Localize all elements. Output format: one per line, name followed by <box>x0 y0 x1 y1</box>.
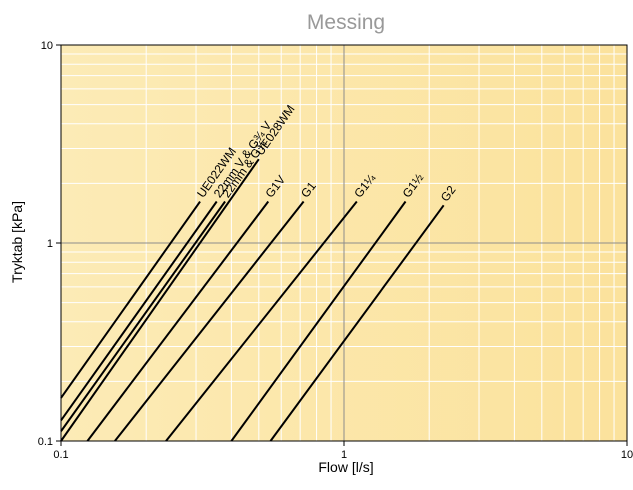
series-line-0 <box>60 200 201 399</box>
series-line-5 <box>114 200 305 442</box>
series-line-2 <box>60 200 226 432</box>
x-axis-label: Flow [l/s] <box>318 459 373 475</box>
x-tick-label: 1 <box>341 449 347 461</box>
series-line-3 <box>60 158 260 442</box>
series-line-8 <box>269 204 445 442</box>
y-tick-label: 1 <box>47 238 53 250</box>
series-line-6 <box>165 200 358 442</box>
x-tick-label: 0.1 <box>53 449 68 461</box>
y-tick-label: 10 <box>41 40 53 52</box>
chart-title: Messing <box>307 11 385 34</box>
series-lines <box>60 158 445 442</box>
x-axis-ticks: 0.1 1 10 <box>53 441 633 461</box>
series-line-1 <box>60 200 218 422</box>
y-tick-label: 0.1 <box>38 436 53 448</box>
y-axis-label: Tryktab [kPa] <box>9 201 25 283</box>
y-axis-ticks: 0.1 1 10 <box>38 40 61 448</box>
series-line-7 <box>230 200 407 442</box>
x-tick-label: 10 <box>621 449 633 461</box>
series-line-4 <box>86 200 270 442</box>
major-grid <box>61 45 627 441</box>
